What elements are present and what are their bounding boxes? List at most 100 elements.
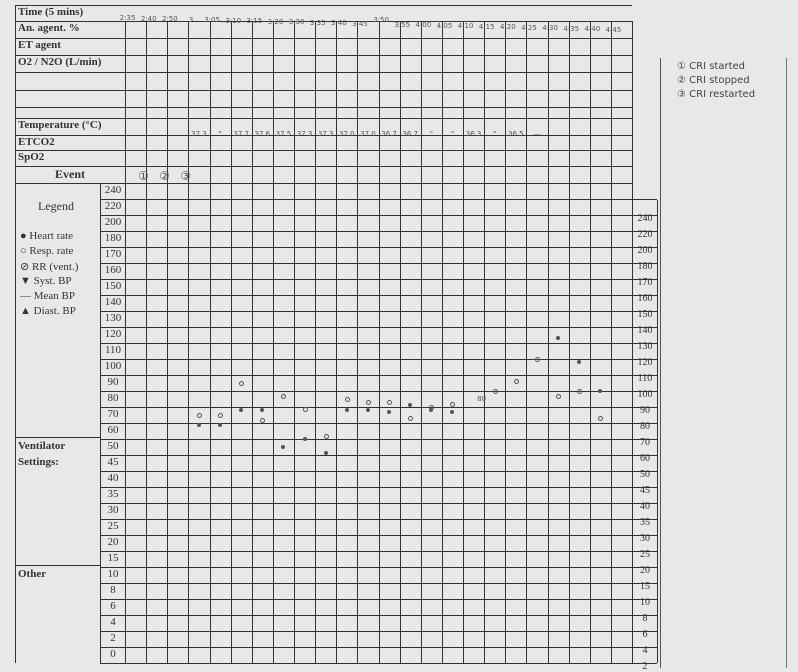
grid-line: [230, 21, 232, 663]
time-entry: 2:40: [140, 15, 157, 23]
scale-value-right: 4: [642, 645, 648, 656]
grid-line: [15, 107, 632, 108]
scale-value-left: 220: [104, 200, 122, 212]
section-divider: [15, 565, 100, 566]
resp-rate-point: [492, 389, 498, 394]
resp-rate-point: [513, 379, 519, 385]
grid-line: [15, 150, 632, 151]
scale-value-left: 180: [104, 232, 122, 244]
row-label: O2 / N2O (L/min): [18, 56, 102, 68]
scale-value-left: 0: [110, 648, 116, 660]
time-entry: 3:40: [330, 19, 347, 27]
temperature-entry: ": [450, 130, 455, 138]
temperature-entry: 37.5: [275, 130, 292, 138]
event-marker: ②: [159, 169, 171, 183]
scale-value-left: 130: [104, 312, 122, 324]
time-entry: 3:30: [288, 18, 305, 26]
heart-rate-point: [260, 408, 265, 413]
scale-value-right: 120: [637, 357, 653, 368]
scale-value-right: 170: [637, 277, 653, 288]
scale-value-left: 4: [110, 616, 116, 628]
heart-rate-point: [218, 422, 223, 427]
heart-rate-point: [598, 389, 603, 393]
time-entry: 4:25: [521, 24, 537, 32]
section-divider: [15, 437, 100, 438]
heart-rate-point: [387, 409, 392, 414]
row-label: SpO2: [18, 151, 45, 163]
scale-value-right: 220: [637, 229, 653, 240]
time-entry: 4:35: [563, 25, 580, 33]
scale-value-right: 180: [637, 261, 653, 272]
heart-rate-point: [450, 409, 455, 414]
time-entry: 3: [188, 16, 194, 24]
grid-line: [505, 21, 507, 663]
time-entry: 3:45: [352, 20, 368, 28]
scale-value-left: 2: [110, 632, 116, 644]
grid-line: [100, 663, 657, 664]
time-entry: 4:15: [478, 23, 495, 31]
row-label: ET agent: [18, 39, 61, 51]
temperature-entry: 36.5: [508, 130, 524, 138]
grid-line: [15, 5, 632, 6]
time-entry: 3:50: [373, 16, 389, 24]
grid-line: [463, 21, 464, 663]
temperature-entry: 36.3: [465, 130, 482, 138]
scale-value-left: 10: [107, 568, 119, 580]
heart-rate-point: [302, 437, 307, 441]
time-entry: 3:20: [267, 18, 284, 26]
scale-value-left: 50: [107, 440, 119, 452]
notes-panel: ① CRI started ② CRI stopped ③ CRI restar…: [660, 58, 787, 668]
heart-rate-point: [196, 422, 201, 427]
scale-value-right: 100: [637, 389, 653, 400]
legend-item: ○ Resp. rate: [20, 245, 74, 257]
scale-value-right: 8: [642, 613, 648, 624]
scale-value-right: 140: [637, 325, 653, 336]
heart-rate-point: [344, 408, 349, 413]
event-marker: ③: [180, 169, 192, 183]
grid-line: [484, 21, 486, 663]
resp-rate-point: [323, 433, 329, 439]
grid-line: [547, 21, 549, 663]
scale-value-right: 200: [637, 245, 653, 256]
resp-rate-point: [577, 389, 583, 394]
section-label: Settings:: [18, 456, 59, 468]
heart-rate-point: [556, 336, 561, 341]
time-entry: 4:10: [457, 22, 474, 30]
temperature-entry: ": [493, 130, 497, 138]
scale-value-right: 80: [640, 421, 650, 432]
border-line: [15, 5, 16, 663]
temperature-entry: 36.7: [402, 130, 418, 138]
resp-rate-point: [365, 400, 371, 406]
section-label: Other: [18, 568, 47, 580]
event-marker: ①: [138, 169, 149, 183]
temperature-entry: 37.3: [191, 130, 207, 138]
resp-rate-point: [408, 416, 414, 422]
grid-line: [294, 21, 295, 663]
scale-value-right: 240: [637, 213, 653, 224]
heart-rate-point: [323, 451, 328, 456]
scale-value-right: 50: [640, 469, 650, 480]
note-1: ① CRI started: [677, 61, 745, 72]
grid-line: [315, 21, 317, 663]
resp-rate-point: [218, 413, 224, 418]
grid-line: [251, 21, 253, 663]
scale-value-left: 120: [104, 328, 122, 340]
scale-value-right: 15: [640, 581, 650, 592]
heart-rate-point: [239, 408, 244, 413]
grid-line: [399, 21, 401, 663]
time-entry: 3:35: [309, 19, 326, 27]
time-entry: 2:50: [161, 15, 178, 23]
resp-rate-point: [239, 381, 245, 386]
scale-value-right: 90: [640, 405, 650, 416]
time-entry: 4:45: [605, 26, 622, 34]
scale-value-right: 60: [640, 453, 650, 464]
grid-line: [15, 90, 632, 91]
scale-value-left: 70: [107, 408, 119, 420]
grid-line: [146, 21, 148, 663]
scale-value-left: 140: [104, 296, 122, 308]
legend-item: — Mean BP: [20, 290, 75, 302]
row-label: An. agent. %: [18, 22, 80, 34]
scale-value-left: 25: [107, 520, 119, 532]
grid-line: [15, 38, 632, 39]
grid-line: [589, 21, 591, 663]
